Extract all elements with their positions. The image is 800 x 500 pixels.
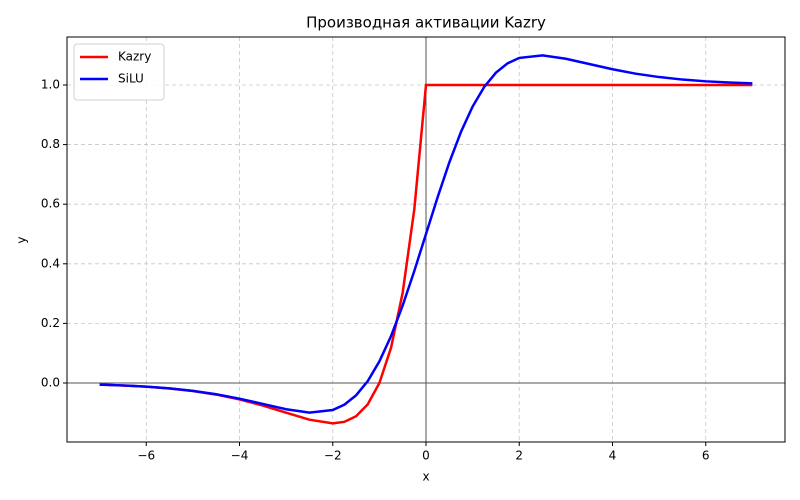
y-tick-label: 0.0 (41, 375, 60, 389)
x-tick-label: 4 (609, 449, 617, 463)
x-axis-label: x (422, 470, 429, 484)
y-tick-label: 0.4 (41, 256, 60, 270)
x-tick-label: 6 (702, 449, 710, 463)
y-tick-label: 0.2 (41, 316, 60, 330)
x-tick-label: 0 (422, 449, 430, 463)
y-tick-label: 1.0 (41, 77, 60, 91)
x-tick-label: −6 (137, 449, 155, 463)
y-axis-label: y (15, 236, 29, 243)
legend: Kazry SiLU (73, 43, 165, 101)
x-tick-label: −4 (231, 449, 249, 463)
legend-label: SiLU (118, 72, 144, 86)
x-tick-label: 2 (515, 449, 523, 463)
chart-title: Производная активации Kazry (306, 14, 546, 32)
x-tick-label: −2 (324, 449, 342, 463)
line-series (99, 54, 753, 414)
y-tick-label: 0.6 (41, 197, 60, 211)
plot-frame (66, 36, 786, 443)
legend-label: Kazry (118, 50, 151, 64)
y-tick-label: 0.8 (41, 137, 60, 151)
